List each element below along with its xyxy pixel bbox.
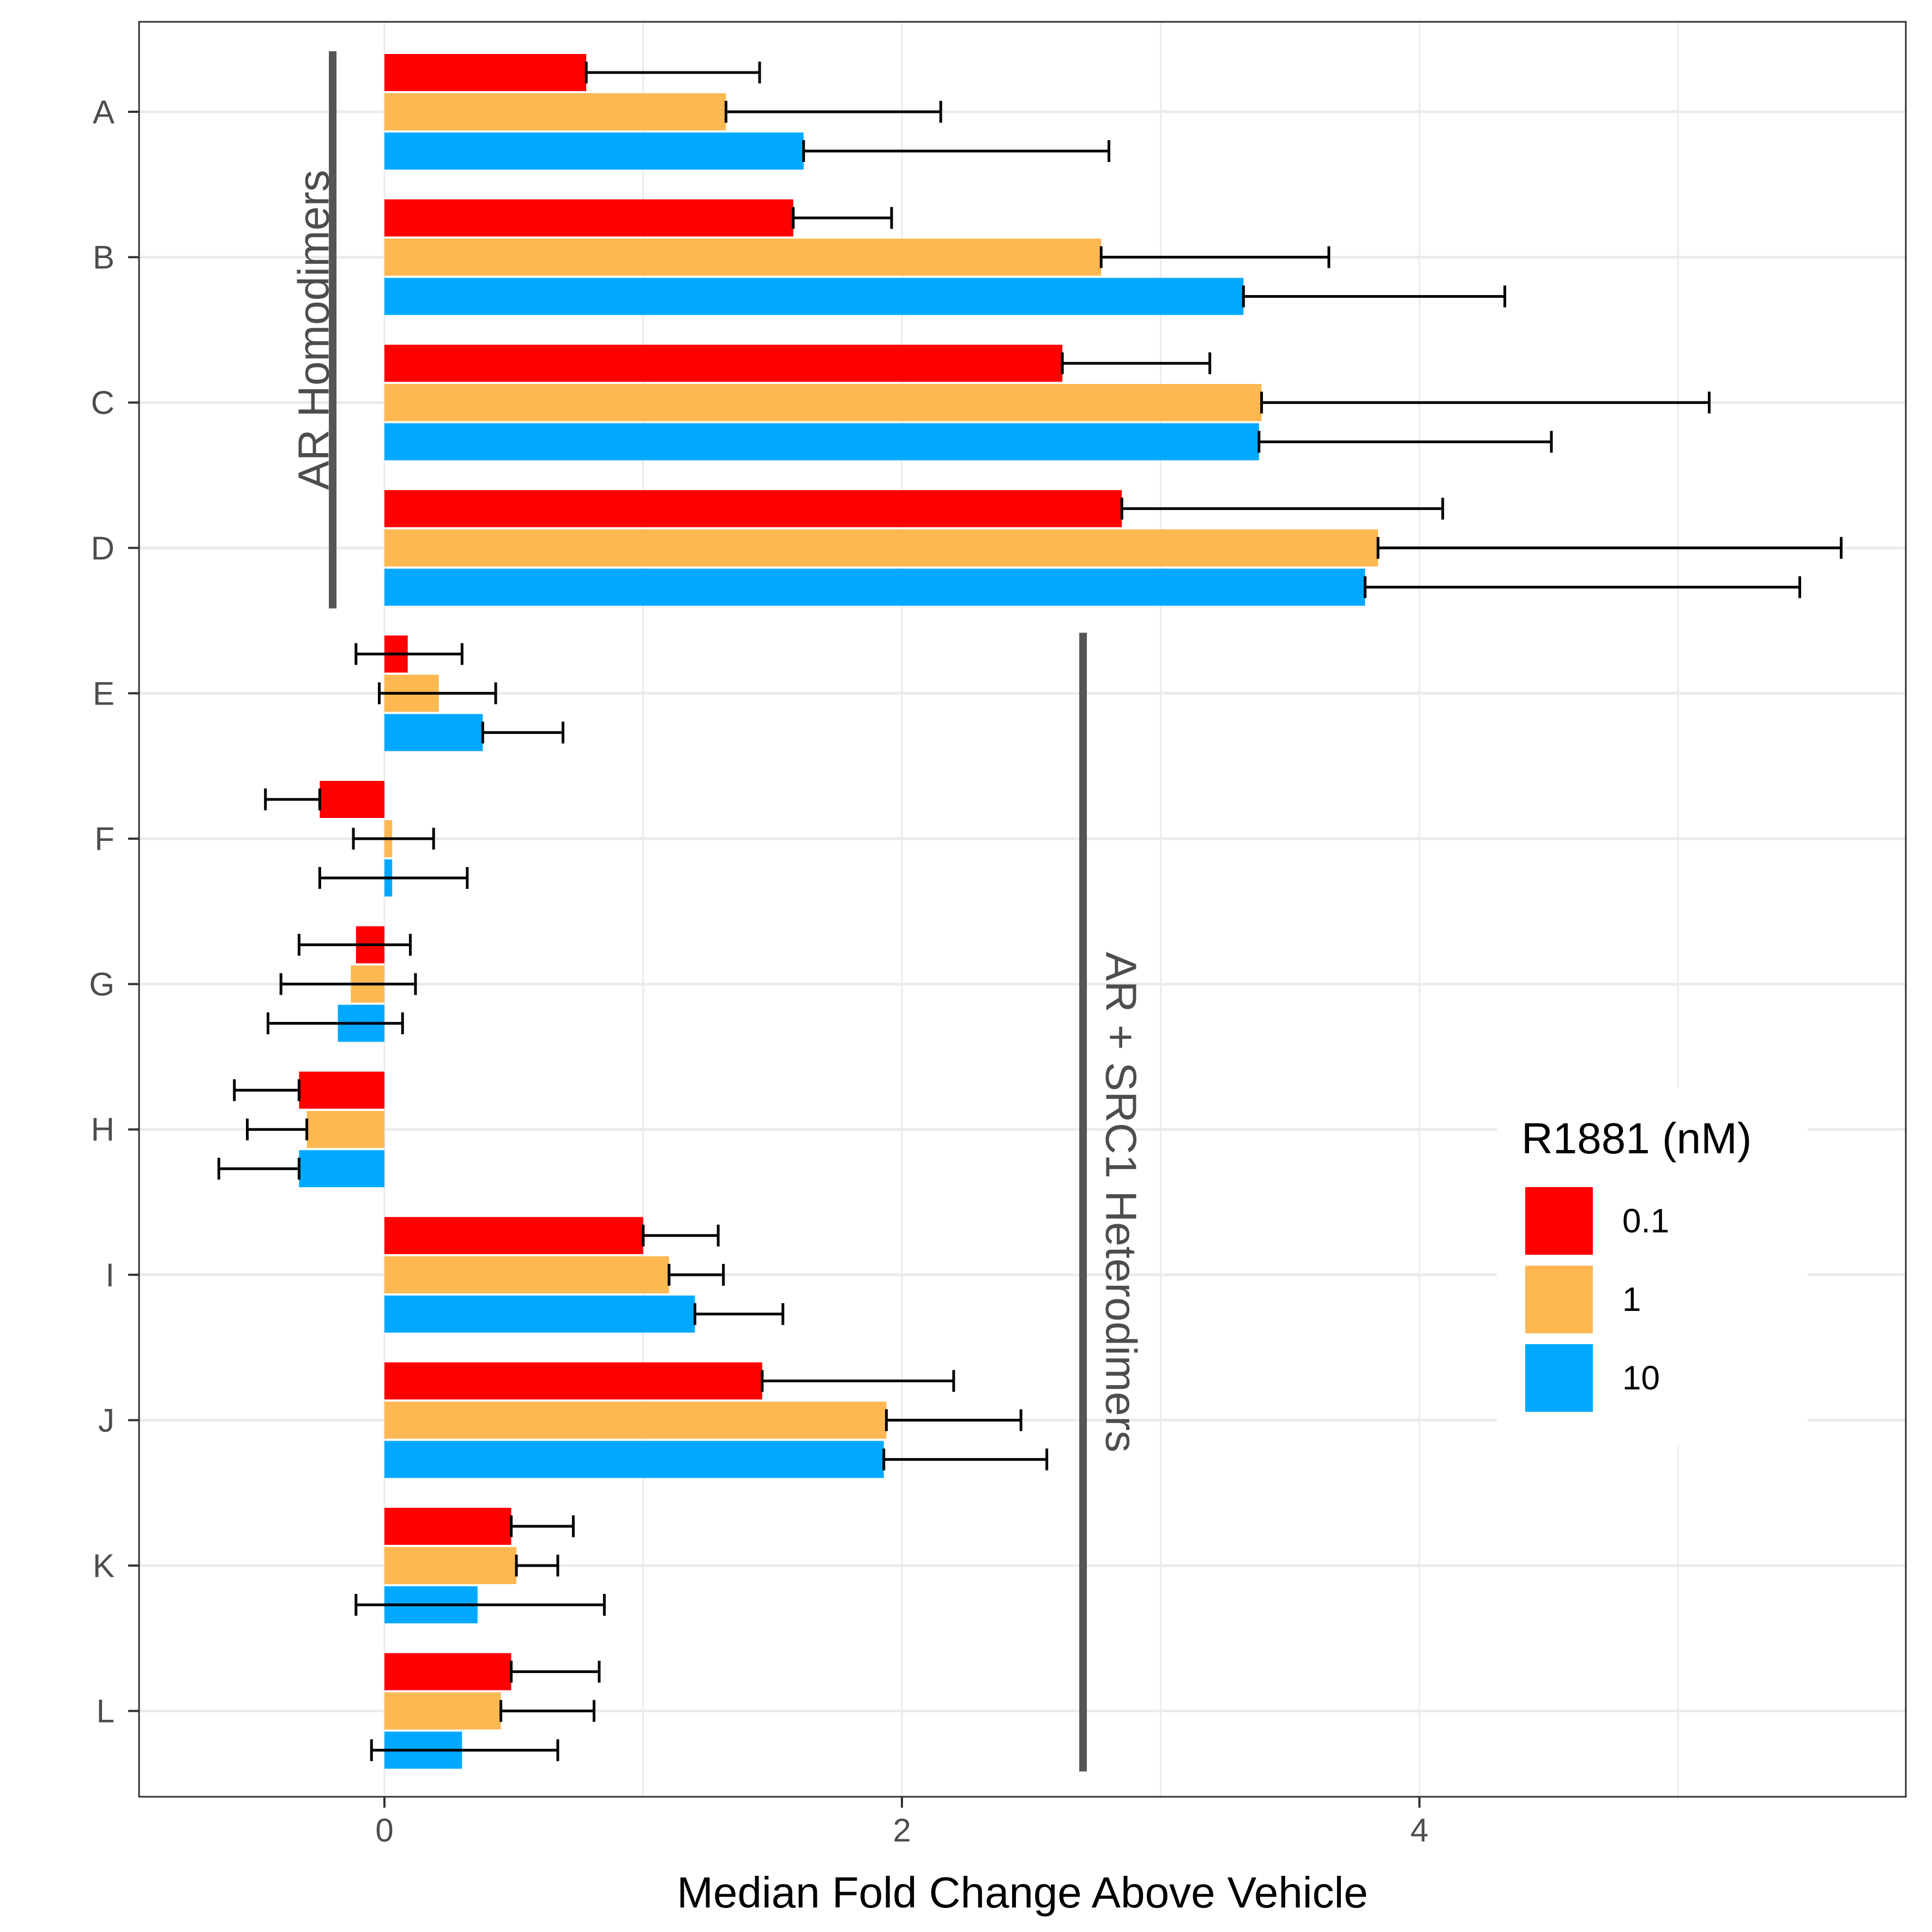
y-tick-label: C [91,384,115,421]
y-tick-label: E [93,675,115,712]
x-tick-label: 0 [375,1812,393,1849]
y-tick-label: G [89,966,115,1003]
bar [384,384,1262,422]
bar [384,490,1122,527]
bar [384,278,1244,315]
bar [384,1547,516,1584]
group-label: AR Homodimers [290,170,338,490]
bar [299,1072,384,1109]
bar [384,1295,695,1333]
bar [384,1692,501,1730]
bar [384,133,804,170]
legend-key [1523,1185,1595,1257]
bar [384,238,1102,276]
group-label: AR + SRC1 Heterodimers [1097,952,1146,1452]
y-tick-label: A [93,94,115,130]
error-bars [217,62,1843,1761]
x-axis: 0 2 4 [375,1797,1429,1849]
bar [384,714,483,751]
y-tick-label: F [94,821,115,857]
x-tick-label: 2 [893,1812,911,1849]
y-tick-label: K [93,1548,115,1584]
bar [384,1256,669,1293]
x-tick-label: 4 [1410,1812,1428,1849]
bar [384,529,1379,567]
bar [384,1441,884,1478]
legend-key [1523,1263,1595,1335]
group-annotations: AR Homodimers AR + SRC1 Heterodimers [290,51,1146,1772]
bar [384,199,793,237]
bar [384,1401,887,1439]
bar [384,345,1063,382]
bar [384,423,1259,461]
bar [384,93,726,130]
legend-label: 1 [1622,1281,1641,1319]
y-axis: A B C D E F G H I J K L [89,94,139,1730]
plot-panel-border [138,21,1907,1798]
bar [384,1653,511,1690]
bar [384,568,1365,606]
bar [320,781,384,818]
y-tick-label: B [93,239,115,276]
bar [299,1150,384,1188]
bar [306,1111,384,1148]
y-tick-label: J [98,1402,115,1439]
y-tick-label: D [91,530,115,567]
x-axis-title: Median Fold Change Above Vehicle [677,1868,1368,1917]
legend-label: 10 [1622,1359,1660,1397]
y-tick-label: L [97,1693,115,1730]
legend-key [1523,1342,1595,1414]
bar [384,1217,643,1254]
bar [384,1508,511,1545]
legend-title: R1881 (nM) [1521,1114,1752,1163]
bar [384,54,587,91]
y-tick-label: H [91,1111,115,1148]
y-tick-label: I [105,1257,115,1293]
legend-label: 0.1 [1622,1202,1669,1240]
legend: R1881 (nM) 0.1 1 10 [1497,1088,1808,1445]
bar [384,1362,762,1400]
bars [299,54,1379,1769]
